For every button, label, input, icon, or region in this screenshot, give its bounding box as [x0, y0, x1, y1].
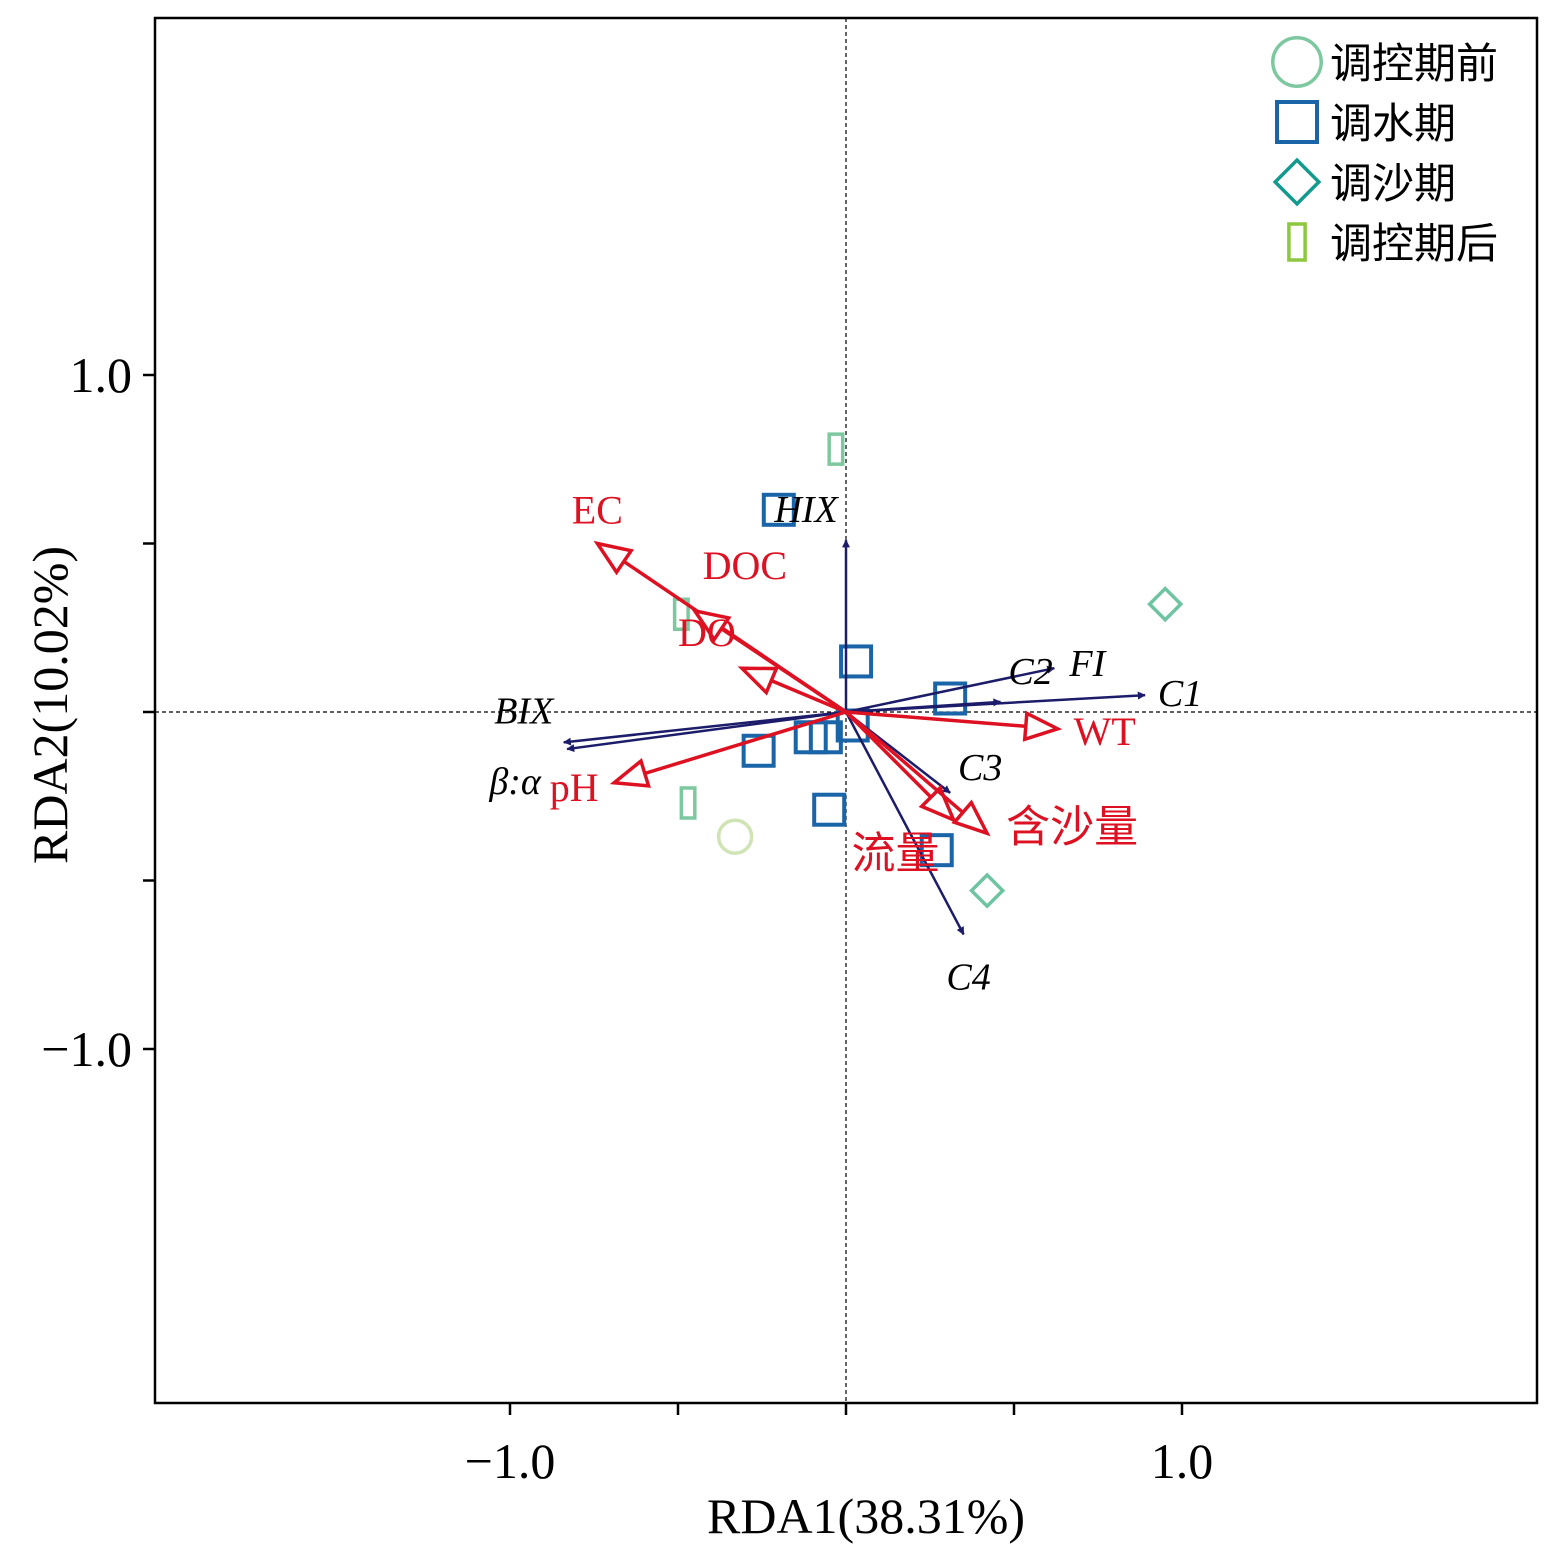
environment-arrowhead	[593, 540, 635, 576]
environment-arrowhead	[690, 608, 732, 643]
response-vector-label: FI	[1068, 643, 1107, 685]
response-vector	[845, 691, 1146, 714]
legend-label: 调水期	[1330, 99, 1456, 148]
environment-vector-label: 含沙量	[1006, 801, 1138, 852]
sample-point	[919, 833, 954, 868]
response-vector	[566, 710, 847, 753]
sample-point	[716, 818, 754, 855]
sample-point	[1147, 586, 1184, 623]
environment-vector-label: DOC	[703, 543, 787, 588]
environment-vector-label: EC	[572, 488, 623, 533]
y-tick-label: 1.0	[70, 347, 133, 403]
environment-arrowhead	[951, 799, 991, 837]
response-vector-label: C3	[958, 747, 1002, 789]
sample-point	[933, 681, 968, 716]
response-vector-label: HIX	[773, 489, 839, 531]
environment-vector-label: 流量	[852, 828, 940, 879]
environment-vector	[845, 710, 1058, 731]
legend-marker	[1275, 100, 1319, 144]
sample-point	[969, 872, 1006, 909]
response-vector-label: β:α	[488, 761, 542, 803]
environment-vector-label: DO	[678, 610, 736, 655]
sample-point	[741, 733, 776, 768]
legend-label: 调控期前	[1330, 39, 1498, 88]
vector-labels: EC DOC DO pH WT 流量 含沙量 HIX FI C2 C1 C3 C4 BIX β:α	[488, 488, 1202, 999]
sample-point	[808, 720, 843, 755]
legend-label: 调沙期	[1330, 159, 1456, 208]
y-axis-title: RDA2(10.02%)	[22, 546, 78, 864]
environment-arrowhead	[737, 666, 779, 696]
environment-arrowhead	[918, 784, 957, 824]
environment-vector-label: WT	[1074, 709, 1136, 754]
x-tick-label: −1.0	[465, 1433, 556, 1489]
response-vector	[845, 665, 1056, 714]
axes: −1.0 1.0 1.0 −1.0	[41, 16, 1539, 1489]
response-vector-label: BIX	[494, 690, 555, 732]
environment-arrowhead	[609, 757, 651, 788]
response-vector	[844, 711, 965, 936]
sample-point	[812, 792, 847, 827]
sample-point	[761, 492, 796, 527]
sample-points	[672, 432, 1184, 909]
environment-arrowhead	[1022, 710, 1063, 742]
legend-marker	[1287, 222, 1307, 262]
sample-point	[679, 786, 697, 820]
vectors	[562, 539, 1146, 936]
legend-label: 调控期后	[1330, 219, 1498, 268]
environment-vector	[613, 710, 847, 785]
legend-marker	[1271, 36, 1323, 88]
sample-point	[827, 432, 845, 466]
environment-vector-label: pH	[550, 765, 599, 810]
response-vector-label: C4	[946, 956, 990, 998]
x-axis-title: RDA1(38.31%)	[707, 1488, 1025, 1544]
legend-marker	[1272, 157, 1322, 207]
response-vector-label: C2	[1008, 651, 1052, 693]
y-tick-label: −1.0	[41, 1021, 132, 1077]
response-vector-label: C1	[1158, 673, 1202, 715]
x-tick-label: 1.0	[1151, 1433, 1214, 1489]
sample-point	[839, 644, 874, 679]
